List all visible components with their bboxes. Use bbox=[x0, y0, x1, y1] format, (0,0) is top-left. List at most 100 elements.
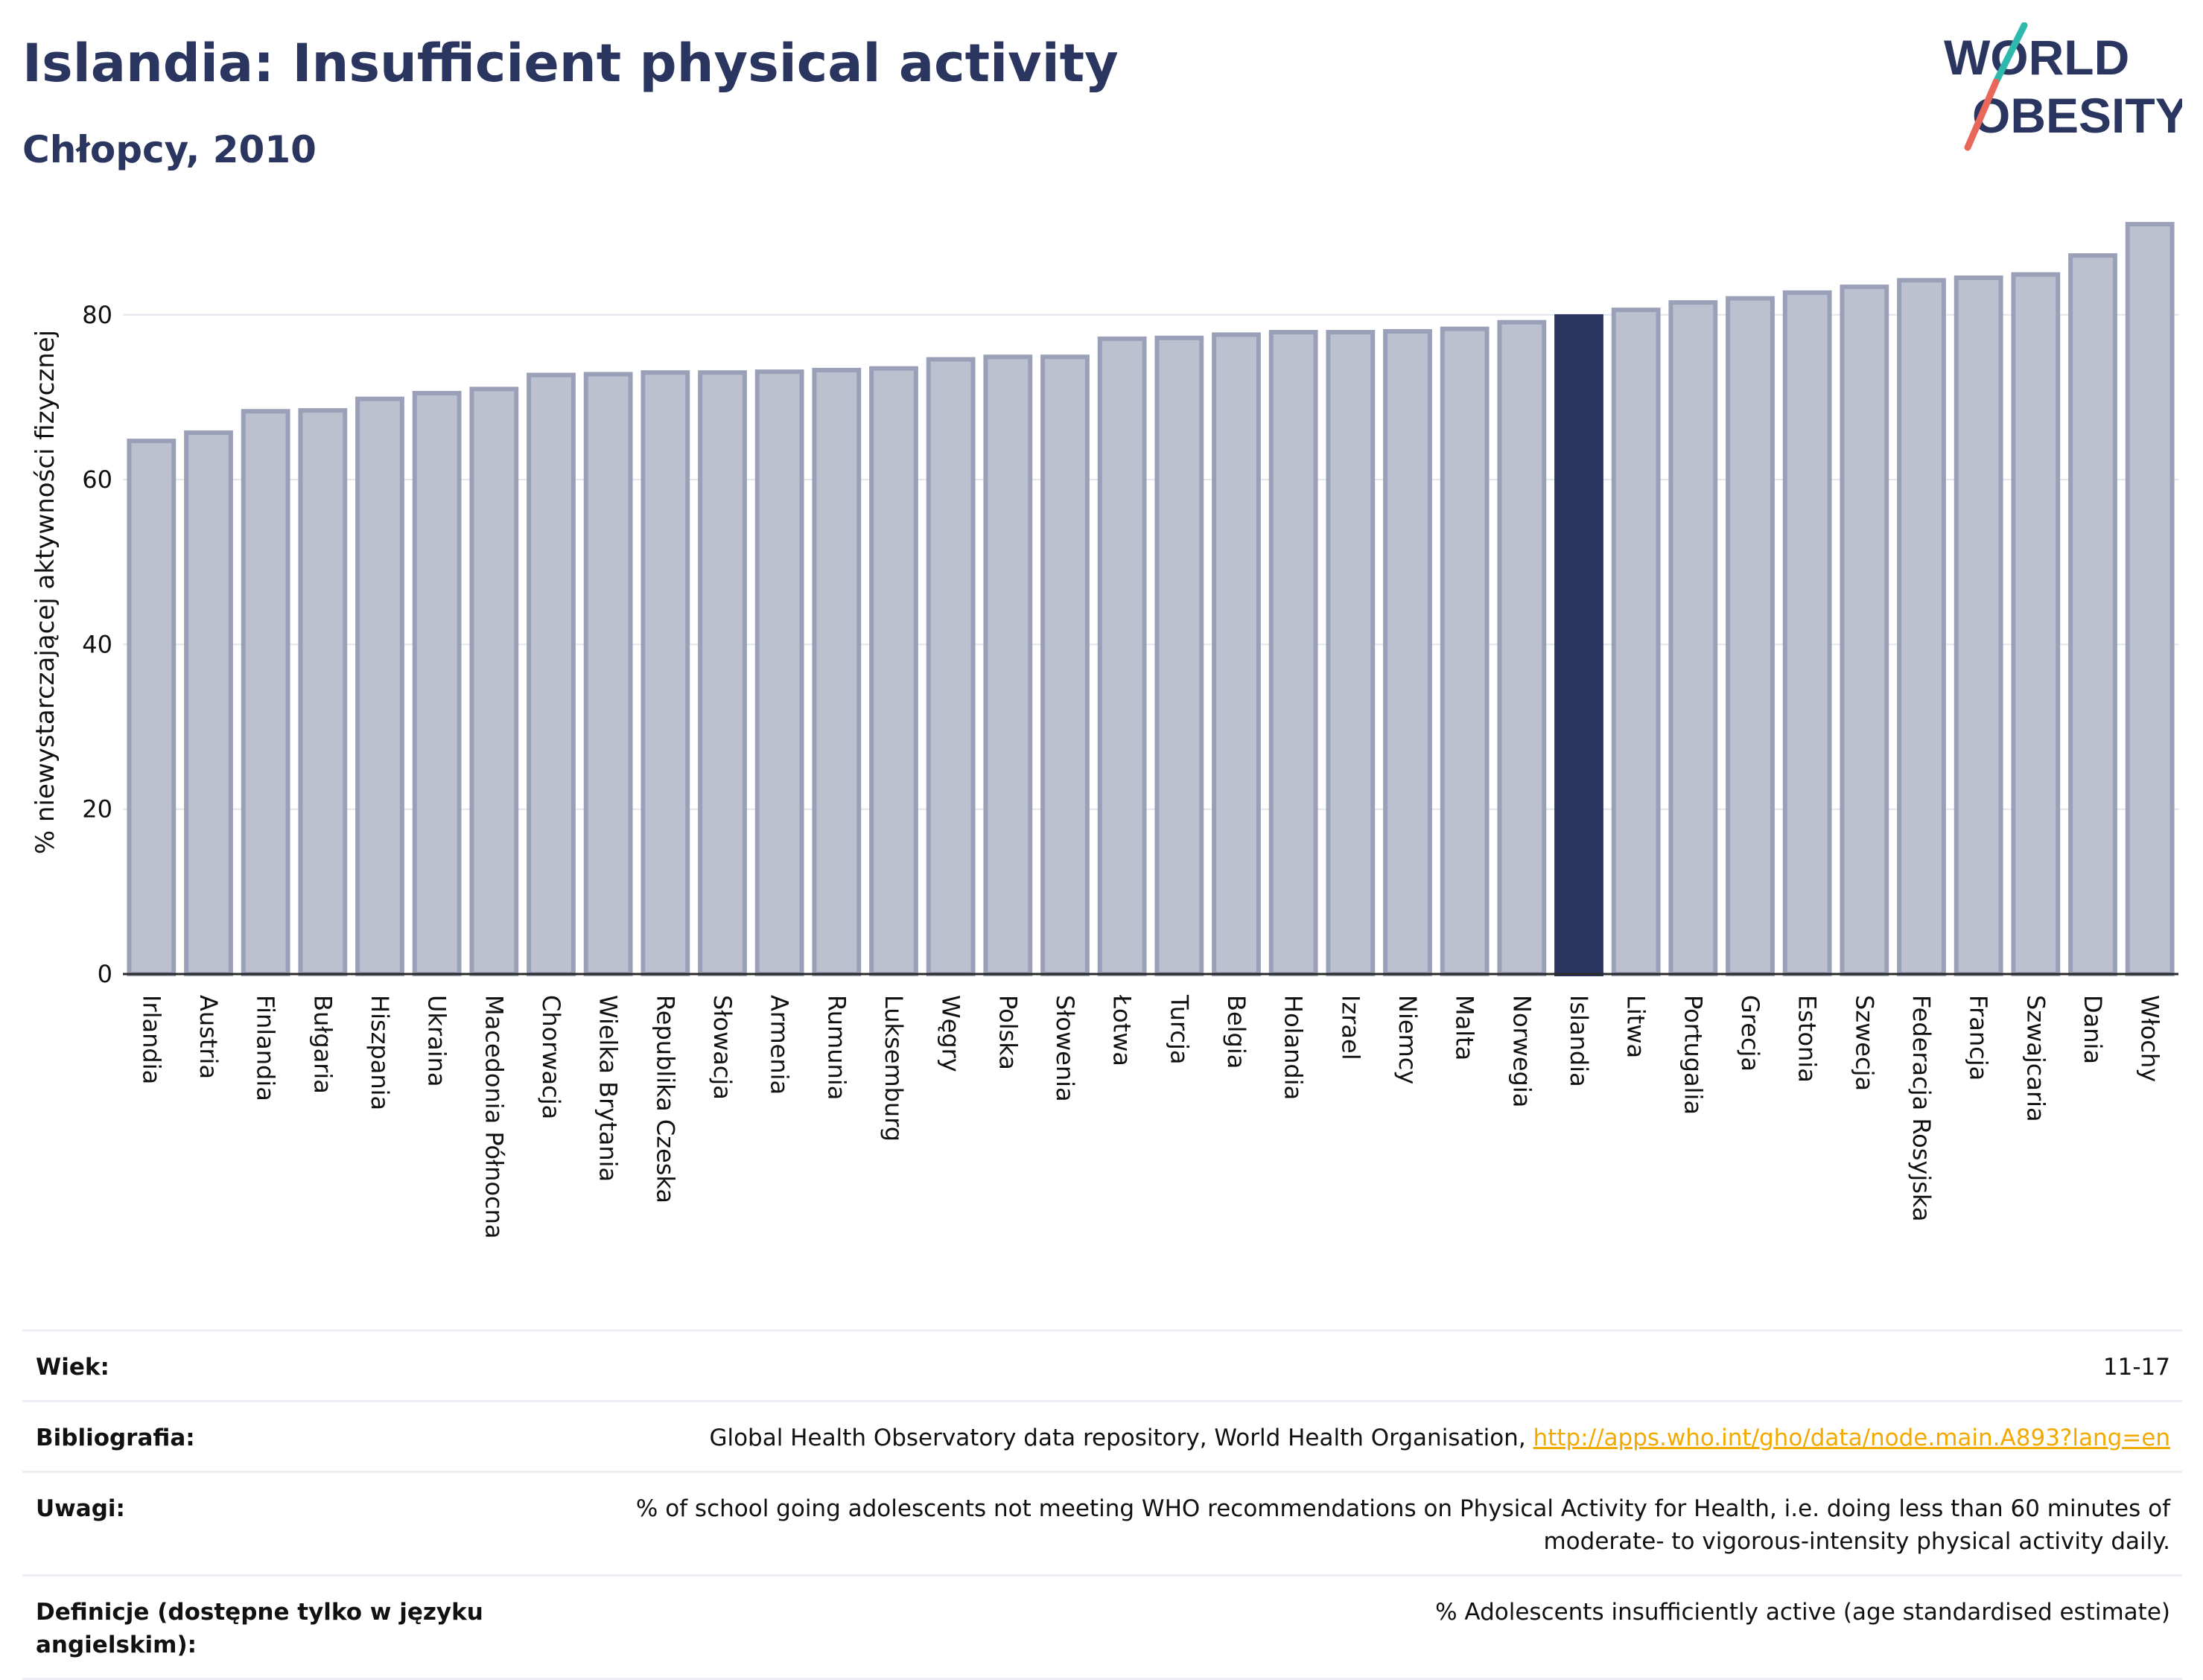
x-tick-label: Chorwacja bbox=[537, 995, 565, 1119]
x-tick-label: Niemcy bbox=[1393, 995, 1422, 1084]
svg-text:OBESITY: OBESITY bbox=[1972, 88, 2182, 143]
bar bbox=[527, 372, 576, 976]
bar bbox=[355, 396, 404, 976]
bar bbox=[1611, 308, 1661, 976]
bar bbox=[1954, 275, 2003, 976]
x-tick-label: Ukraina bbox=[423, 995, 451, 1087]
x-tick-label: Irlandia bbox=[137, 995, 165, 1084]
x-tick-label: Słowacja bbox=[708, 995, 737, 1100]
x-tick-label: Węgry bbox=[937, 995, 965, 1072]
x-tick-label: Szwajcaria bbox=[2021, 995, 2050, 1122]
x-tick-label: Łotwa bbox=[1108, 994, 1137, 1066]
x-tick-label: Finlandia bbox=[252, 995, 280, 1101]
x-tick-label: Litwa bbox=[1622, 995, 1650, 1058]
definitions-label: Definicje (dostępne tylko w języku angie… bbox=[36, 1599, 483, 1658]
bar bbox=[469, 386, 519, 976]
bar bbox=[1440, 326, 1490, 976]
bar bbox=[127, 439, 177, 976]
x-tick-label: Republika Czeska bbox=[651, 995, 679, 1203]
bar bbox=[1268, 330, 1318, 976]
bar bbox=[1097, 336, 1147, 976]
bar bbox=[926, 357, 976, 976]
x-tick-label: Austria bbox=[194, 995, 223, 1079]
bar bbox=[1497, 319, 1547, 976]
bar bbox=[2125, 222, 2175, 976]
x-tick-label: Holandia bbox=[1279, 995, 1308, 1100]
bar-chart: 0 20 40 60 80 Irlandia Austria Finlandia Bułgari… bbox=[31, 222, 2178, 1239]
bar bbox=[1383, 328, 1432, 977]
x-tick-label: Belgia bbox=[1222, 995, 1250, 1069]
bar bbox=[1326, 330, 1376, 976]
definitions-value: % Adolescents insufficiently active (age… bbox=[1435, 1599, 2170, 1626]
bibliography-link[interactable]: http://apps.who.int/gho/data/node.main.A… bbox=[1533, 1425, 2170, 1451]
x-tick-label: Włochy bbox=[2136, 995, 2164, 1082]
bar bbox=[412, 390, 462, 976]
bar bbox=[1897, 278, 1946, 976]
bibliography-text: Global Health Observatory data repositor… bbox=[709, 1425, 1533, 1451]
bar bbox=[754, 369, 804, 976]
x-tick-label: Norwegia bbox=[1507, 995, 1536, 1107]
x-tick-label: Grecja bbox=[1736, 995, 1764, 1072]
x-tick-label: Malta bbox=[1451, 995, 1479, 1060]
notes-label: Uwagi: bbox=[36, 1495, 125, 1522]
bar bbox=[2011, 272, 2061, 976]
world-obesity-logo: WORLD OBESITY bbox=[1944, 22, 2182, 151]
y-tick-label: 40 bbox=[82, 630, 112, 658]
bar bbox=[1782, 290, 1832, 977]
bar bbox=[812, 367, 862, 976]
bibliography-value: Global Health Observatory data repositor… bbox=[512, 1422, 2170, 1454]
bar bbox=[983, 354, 1033, 976]
bar bbox=[241, 409, 290, 976]
x-tick-label: Rumunia bbox=[822, 995, 851, 1100]
x-tick-label: Armenia bbox=[766, 995, 794, 1095]
bar bbox=[298, 408, 348, 976]
x-tick-label: Luksemburg bbox=[880, 995, 908, 1142]
x-tick-label: Islandia bbox=[1565, 995, 1593, 1087]
x-tick-label: Portugalia bbox=[1679, 995, 1707, 1115]
notes-value: % of school going adolescents not meetin… bbox=[635, 1495, 2170, 1555]
bar bbox=[1040, 354, 1090, 976]
info-table: Wiek: 11-17 Bibliografia: Global Health … bbox=[22, 1329, 2182, 1680]
bar bbox=[1668, 300, 1718, 977]
bar bbox=[1726, 296, 1775, 976]
bar bbox=[184, 430, 233, 976]
bar bbox=[640, 370, 690, 976]
page-subtitle: Chłopcy, 2010 bbox=[22, 128, 317, 171]
y-axis-label: % niewystarczającej aktywności fizycznej bbox=[31, 330, 60, 854]
x-tick-label: Bułgaria bbox=[308, 995, 337, 1094]
page-title: Islandia: Insufficient physical activity bbox=[22, 33, 1119, 94]
age-value: 11-17 bbox=[2102, 1354, 2170, 1381]
x-tick-label: Izrael bbox=[1336, 995, 1364, 1060]
x-tick-label: Wielka Brytania bbox=[594, 995, 623, 1182]
x-tick-label: Macedonia Północna bbox=[480, 995, 508, 1239]
bar bbox=[1212, 332, 1261, 977]
y-tick-label: 60 bbox=[82, 465, 112, 494]
info-row-definitions: Definicje (dostępne tylko w języku angie… bbox=[22, 1574, 2182, 1680]
x-tick-label: Francja bbox=[1965, 995, 1993, 1081]
axes: 0 20 40 60 80 Irlandia Austria Finlandia Bułgari… bbox=[82, 301, 2178, 1239]
bar-highlight bbox=[1554, 314, 1603, 976]
bar bbox=[583, 372, 633, 977]
x-tick-label: Federacja Rosyjska bbox=[1907, 995, 1936, 1222]
x-tick-label: Dania bbox=[2079, 995, 2107, 1064]
y-tick-label: 20 bbox=[82, 795, 112, 824]
y-tick-label: 0 bbox=[98, 960, 112, 988]
bar bbox=[698, 370, 747, 976]
bar bbox=[1154, 335, 1204, 977]
bars bbox=[127, 222, 2175, 977]
info-row-age: Wiek: 11-17 bbox=[22, 1329, 2182, 1400]
x-tick-label: Hiszpania bbox=[366, 995, 394, 1110]
bar bbox=[869, 366, 918, 976]
x-tick-label: Polska bbox=[994, 995, 1022, 1070]
x-tick-label: Estonia bbox=[1793, 995, 1822, 1083]
x-tick-label: Turcja bbox=[1165, 994, 1193, 1065]
bar bbox=[2068, 253, 2117, 976]
bar bbox=[1840, 284, 1889, 976]
info-row-bibliography: Bibliografia: Global Health Observatory … bbox=[22, 1400, 2182, 1471]
info-row-notes: Uwagi: % of school going adolescents not… bbox=[22, 1471, 2182, 1574]
svg-text:WORLD: WORLD bbox=[1944, 30, 2129, 85]
x-tick-label: Szwecja bbox=[1850, 995, 1878, 1091]
x-tick-label: Słowenia bbox=[1051, 995, 1079, 1102]
y-tick-label: 80 bbox=[82, 301, 112, 329]
age-label: Wiek: bbox=[36, 1354, 109, 1381]
